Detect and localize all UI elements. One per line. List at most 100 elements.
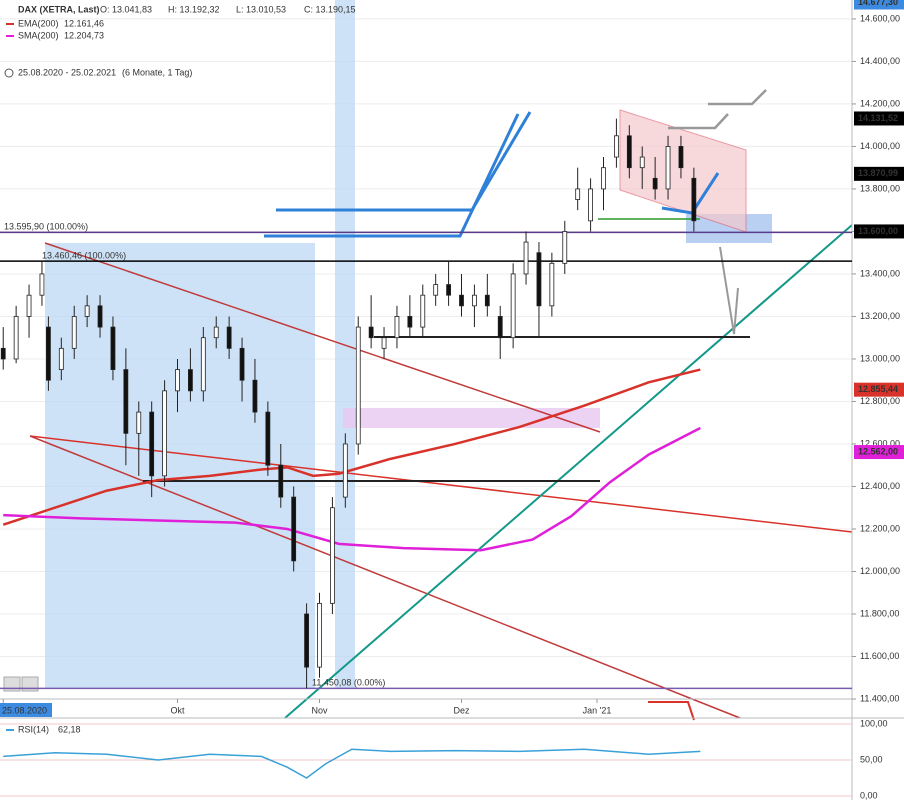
candle-body bbox=[136, 411, 142, 434]
candle-body bbox=[342, 443, 348, 498]
candle-body bbox=[200, 337, 206, 392]
level-label: 11.450,08 (0.00%) bbox=[312, 678, 385, 688]
arrow bbox=[648, 701, 695, 721]
price-badge bbox=[854, 0, 904, 10]
candle-body bbox=[213, 326, 219, 339]
y-tick-label: 12.600,00 bbox=[860, 438, 900, 448]
arrow bbox=[276, 111, 532, 212]
candle-body bbox=[394, 316, 400, 339]
candle-body bbox=[162, 390, 167, 477]
y-tick-label: 14.200,00 bbox=[860, 98, 900, 108]
candle-body bbox=[497, 316, 503, 339]
candle-body bbox=[149, 411, 155, 477]
level-label: 13.460,46 (100.00%) bbox=[42, 250, 126, 260]
candle-body bbox=[691, 177, 697, 222]
y-tick-label: 13.000,00 bbox=[860, 353, 900, 363]
x-tick-label: Nov bbox=[311, 705, 328, 715]
candle-body bbox=[13, 316, 19, 360]
y-tick-label: 11.400,00 bbox=[860, 693, 899, 703]
date-badge bbox=[0, 703, 52, 717]
candle-body bbox=[472, 294, 477, 307]
candle-body bbox=[226, 326, 232, 349]
legend-label: SMA(200) bbox=[18, 30, 59, 40]
legend-value: 12.204,73 bbox=[64, 30, 104, 40]
price-badge-label: 13.870,99 bbox=[858, 168, 898, 178]
candle-body bbox=[291, 496, 297, 562]
candle-body bbox=[355, 326, 361, 445]
y-tick-label: 13.200,00 bbox=[860, 311, 900, 321]
candle-body bbox=[446, 284, 451, 296]
price-badge-label: 12.562,00 bbox=[858, 446, 898, 456]
ohlc: L: 13.010,53 bbox=[236, 4, 286, 14]
candle-body bbox=[239, 347, 245, 381]
candle-body bbox=[420, 294, 426, 328]
candle-body bbox=[536, 252, 542, 307]
price-badge bbox=[854, 224, 904, 239]
zone bbox=[343, 408, 600, 428]
rsi-title: RSI(14) bbox=[18, 724, 49, 734]
y-tick-label: 11.600,00 bbox=[860, 651, 899, 661]
x-tick-label: Okt bbox=[170, 705, 185, 715]
zoom-button[interactable] bbox=[3, 676, 21, 692]
ohlc: C: 13.190,15 bbox=[304, 4, 356, 14]
rsi-line bbox=[3, 748, 701, 779]
candle-body bbox=[123, 369, 129, 434]
price-badge bbox=[854, 445, 904, 460]
candle-body bbox=[639, 156, 645, 169]
candle-body bbox=[665, 146, 671, 190]
candle-body bbox=[71, 316, 77, 349]
candle-body bbox=[523, 241, 529, 275]
zoom-button[interactable] bbox=[21, 676, 39, 692]
candle-body bbox=[575, 188, 581, 200]
price-badge-label: 14.677,30 bbox=[858, 0, 898, 7]
rsi-value: 62,18 bbox=[58, 724, 81, 734]
price-badge-label: 12.855,44 bbox=[858, 384, 898, 394]
x-tick-label: 25.08.2020 bbox=[2, 705, 47, 715]
level-label: 13.595,90 (100.00%) bbox=[4, 222, 88, 232]
date-range: 25.08.2020 - 25.02.2021 bbox=[18, 67, 116, 77]
x-tick-label: Dez bbox=[453, 705, 470, 715]
arrow bbox=[264, 113, 520, 238]
y-tick-label: 14.400,00 bbox=[860, 56, 900, 66]
legend: DAX (XETRA, Last) O: 13.041,83 H: 13.192… bbox=[4, 4, 356, 734]
candle-body bbox=[652, 177, 658, 190]
candle-body bbox=[175, 369, 180, 392]
candle-body bbox=[26, 294, 32, 317]
indicator-line bbox=[3, 426, 701, 552]
y-tick-label: 14.600,00 bbox=[860, 13, 900, 23]
arrow bbox=[668, 113, 729, 130]
y-tick-label: 13.800,00 bbox=[860, 183, 900, 193]
arrow bbox=[719, 246, 739, 335]
zoom-controls[interactable] bbox=[3, 676, 39, 692]
arrow bbox=[708, 89, 767, 106]
price-badge bbox=[854, 382, 904, 397]
y-tick-label: 14.000,00 bbox=[860, 141, 900, 151]
candle-body bbox=[46, 326, 51, 381]
candle-body bbox=[317, 602, 322, 668]
candle-body bbox=[368, 326, 374, 339]
candle-body bbox=[381, 337, 387, 349]
candle-body bbox=[510, 273, 516, 339]
candle-body bbox=[549, 262, 555, 307]
candle-body bbox=[614, 135, 619, 158]
candle-body bbox=[278, 464, 284, 498]
range-note: (6 Monate, 1 Tag) bbox=[122, 67, 192, 77]
candle-body bbox=[484, 294, 490, 307]
candle-body bbox=[39, 273, 45, 296]
candle-body bbox=[433, 284, 439, 296]
trendline bbox=[29, 435, 853, 533]
candle-body bbox=[97, 305, 103, 328]
indicator-line bbox=[2, 368, 701, 526]
candle-body bbox=[304, 613, 309, 668]
candle-body bbox=[459, 294, 464, 307]
candle-body bbox=[84, 305, 90, 317]
y-tick-label: 13.400,00 bbox=[860, 268, 900, 278]
candle-body bbox=[562, 231, 568, 264]
price-badge-label: 14.131,52 bbox=[858, 113, 898, 123]
y-tick-label: 100,00 bbox=[860, 718, 888, 728]
y-tick-label: 12.400,00 bbox=[860, 481, 900, 491]
price-badge-label: 13.600,00 bbox=[858, 226, 898, 236]
y-tick-label: 0,00 bbox=[860, 790, 878, 800]
trendline bbox=[284, 224, 853, 719]
